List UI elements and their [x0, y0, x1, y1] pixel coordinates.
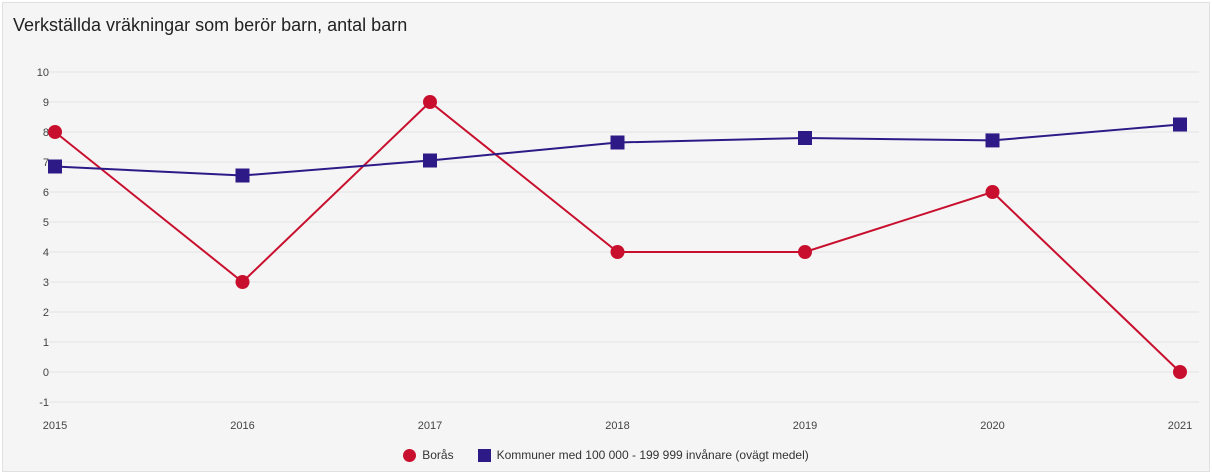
- y-tick-label: 2: [43, 307, 49, 319]
- x-tick-label: 2021: [1168, 420, 1192, 432]
- y-tick-label: 0: [43, 367, 49, 379]
- y-tick-label: 5: [43, 217, 49, 229]
- y-tick-label: 1: [43, 337, 49, 349]
- x-tick-label: 2016: [230, 420, 254, 432]
- x-tick-label: 2018: [605, 420, 629, 432]
- data-point-circle: [423, 95, 437, 109]
- legend-label-boras: Borås: [422, 448, 454, 462]
- data-point-square: [48, 159, 62, 174]
- y-tick-label: -1: [39, 397, 49, 409]
- x-tick-label: 2015: [43, 420, 67, 432]
- x-tick-label: 2017: [418, 420, 442, 432]
- data-point-square: [235, 168, 250, 183]
- y-tick-label: 4: [43, 247, 49, 259]
- data-point-square: [798, 131, 812, 145]
- legend-label-kommuner-medel: Kommuner med 100 000 - 199 999 invånare …: [496, 448, 809, 462]
- x-tick-label: 2019: [793, 420, 817, 432]
- data-point-circle: [985, 185, 1000, 199]
- data-point-square: [985, 133, 1000, 148]
- chart-title: Verkställda vräkningar som berör barn, a…: [13, 15, 408, 35]
- data-point-circle: [610, 245, 625, 259]
- x-tick-label: 2020: [980, 420, 1004, 432]
- data-point-square: [1173, 117, 1187, 132]
- data-point-circle: [798, 245, 812, 259]
- data-point-circle: [1173, 365, 1187, 379]
- data-point-square: [423, 153, 437, 168]
- legend-square-marker-icon: [477, 448, 491, 462]
- y-tick-label: 8: [43, 127, 49, 139]
- data-point-circle: [48, 125, 62, 139]
- legend-item-boras[interactable]: Borås: [403, 448, 454, 462]
- data-point-circle: [235, 275, 250, 289]
- y-tick-label: 7: [43, 157, 49, 169]
- data-point-square: [610, 135, 625, 150]
- y-tick-label: 9: [43, 97, 49, 109]
- legend-circle-marker-icon: [403, 448, 417, 462]
- y-tick-label: 10: [37, 67, 49, 79]
- legend: Borås Kommuner med 100 000 - 199 999 inv…: [3, 448, 1209, 462]
- legend-item-kommuner-medel[interactable]: Kommuner med 100 000 - 199 999 invånare …: [477, 448, 809, 462]
- y-tick-label: 3: [43, 277, 49, 289]
- y-tick-label: 6: [43, 187, 49, 199]
